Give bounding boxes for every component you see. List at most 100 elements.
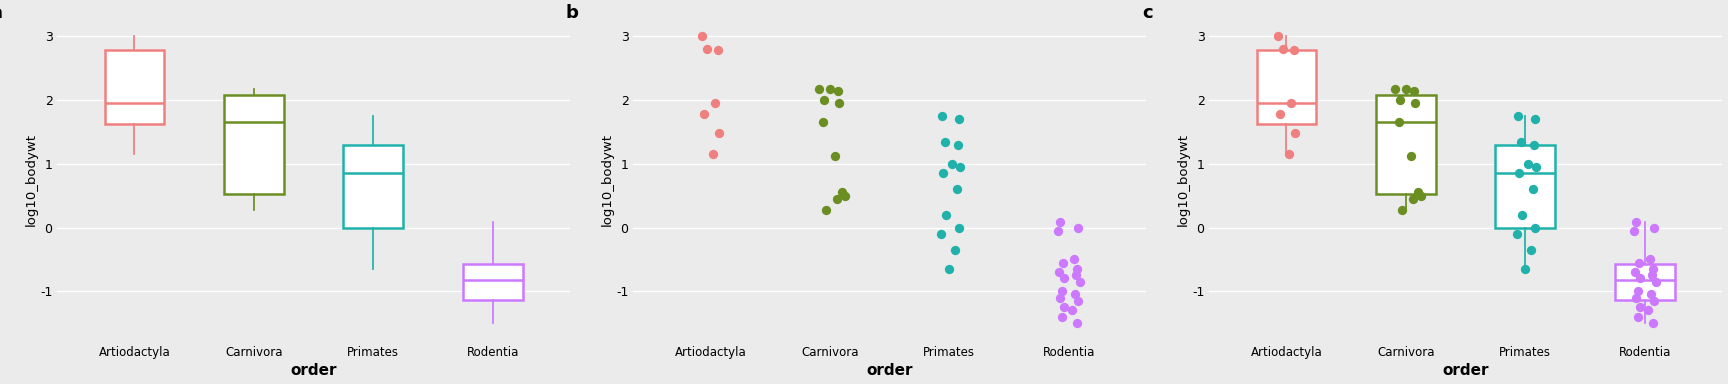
Point: [1642, 278, 1669, 285]
Point: [810, 97, 838, 103]
Bar: [105, 50, 164, 124]
Point: [698, 151, 726, 157]
Point: [816, 86, 843, 92]
Point: [1045, 269, 1073, 275]
Point: [1521, 142, 1548, 148]
Point: [826, 100, 854, 106]
Bar: [463, 264, 522, 300]
Bar: [1375, 95, 1436, 194]
Point: [1623, 295, 1650, 301]
Text: c: c: [1142, 4, 1153, 22]
Point: [1512, 266, 1540, 272]
Point: [943, 142, 971, 148]
Point: [1044, 228, 1071, 234]
Point: [1505, 170, 1533, 177]
Point: [693, 46, 721, 52]
Point: [1386, 97, 1414, 103]
Point: [1051, 275, 1078, 281]
Point: [1621, 228, 1649, 234]
Point: [1624, 314, 1652, 320]
Point: [1522, 164, 1550, 170]
Point: [1384, 119, 1412, 126]
Point: [823, 196, 850, 202]
Point: [1064, 298, 1092, 304]
Point: [1064, 224, 1092, 230]
Point: [812, 207, 840, 213]
Point: [947, 164, 975, 170]
Point: [805, 86, 833, 92]
Point: [1624, 288, 1652, 294]
Point: [1621, 269, 1649, 275]
Point: [828, 189, 855, 195]
Point: [1507, 139, 1534, 145]
Point: [1635, 307, 1662, 313]
Point: [1396, 153, 1424, 159]
Bar: [1495, 145, 1555, 227]
Bar: [344, 145, 403, 227]
Point: [1061, 291, 1089, 298]
Bar: [1256, 50, 1317, 124]
Point: [809, 119, 836, 126]
Point: [1623, 219, 1650, 225]
Point: [1517, 247, 1545, 253]
Point: [1066, 278, 1094, 285]
Point: [1267, 111, 1294, 117]
Point: [824, 88, 852, 94]
Point: [1401, 100, 1429, 106]
Text: a: a: [0, 4, 2, 22]
Point: [928, 113, 956, 119]
Point: [688, 33, 715, 40]
X-axis label: order: order: [1443, 363, 1490, 379]
Point: [931, 212, 959, 218]
Point: [1059, 256, 1087, 262]
Bar: [1616, 264, 1674, 300]
Point: [1268, 46, 1296, 52]
Point: [1059, 307, 1087, 313]
X-axis label: order: order: [866, 363, 912, 379]
Point: [1521, 116, 1548, 122]
Point: [1047, 295, 1075, 301]
X-axis label: order: order: [290, 363, 337, 379]
Point: [1280, 130, 1308, 136]
Point: [1400, 88, 1427, 94]
Point: [930, 170, 957, 177]
Point: [1514, 161, 1541, 167]
Point: [1640, 298, 1668, 304]
Point: [702, 100, 729, 106]
Point: [931, 139, 959, 145]
Point: [1063, 272, 1090, 278]
Point: [1640, 224, 1668, 230]
Point: [1403, 189, 1431, 195]
Y-axis label: log10_bodywt: log10_bodywt: [600, 133, 613, 226]
Point: [1049, 260, 1077, 266]
Point: [1393, 86, 1420, 92]
Point: [831, 193, 859, 199]
Point: [943, 186, 971, 192]
Point: [1051, 304, 1078, 310]
Point: [1636, 256, 1664, 262]
Point: [935, 266, 962, 272]
Text: b: b: [567, 4, 579, 22]
Bar: [225, 95, 283, 194]
Point: [1280, 47, 1308, 53]
Point: [691, 111, 719, 117]
Point: [1503, 231, 1531, 237]
Point: [1047, 219, 1075, 225]
Point: [821, 153, 848, 159]
Point: [1381, 86, 1408, 92]
Point: [1063, 266, 1090, 272]
Point: [1626, 304, 1654, 310]
Point: [938, 161, 966, 167]
Point: [1521, 224, 1548, 230]
Point: [705, 130, 733, 136]
Point: [1638, 272, 1666, 278]
Point: [1047, 288, 1075, 294]
Point: [945, 116, 973, 122]
Point: [1519, 186, 1547, 192]
Point: [1505, 113, 1533, 119]
Point: [945, 224, 973, 230]
Point: [928, 231, 956, 237]
Point: [942, 247, 969, 253]
Point: [1389, 207, 1417, 213]
Point: [703, 47, 731, 53]
